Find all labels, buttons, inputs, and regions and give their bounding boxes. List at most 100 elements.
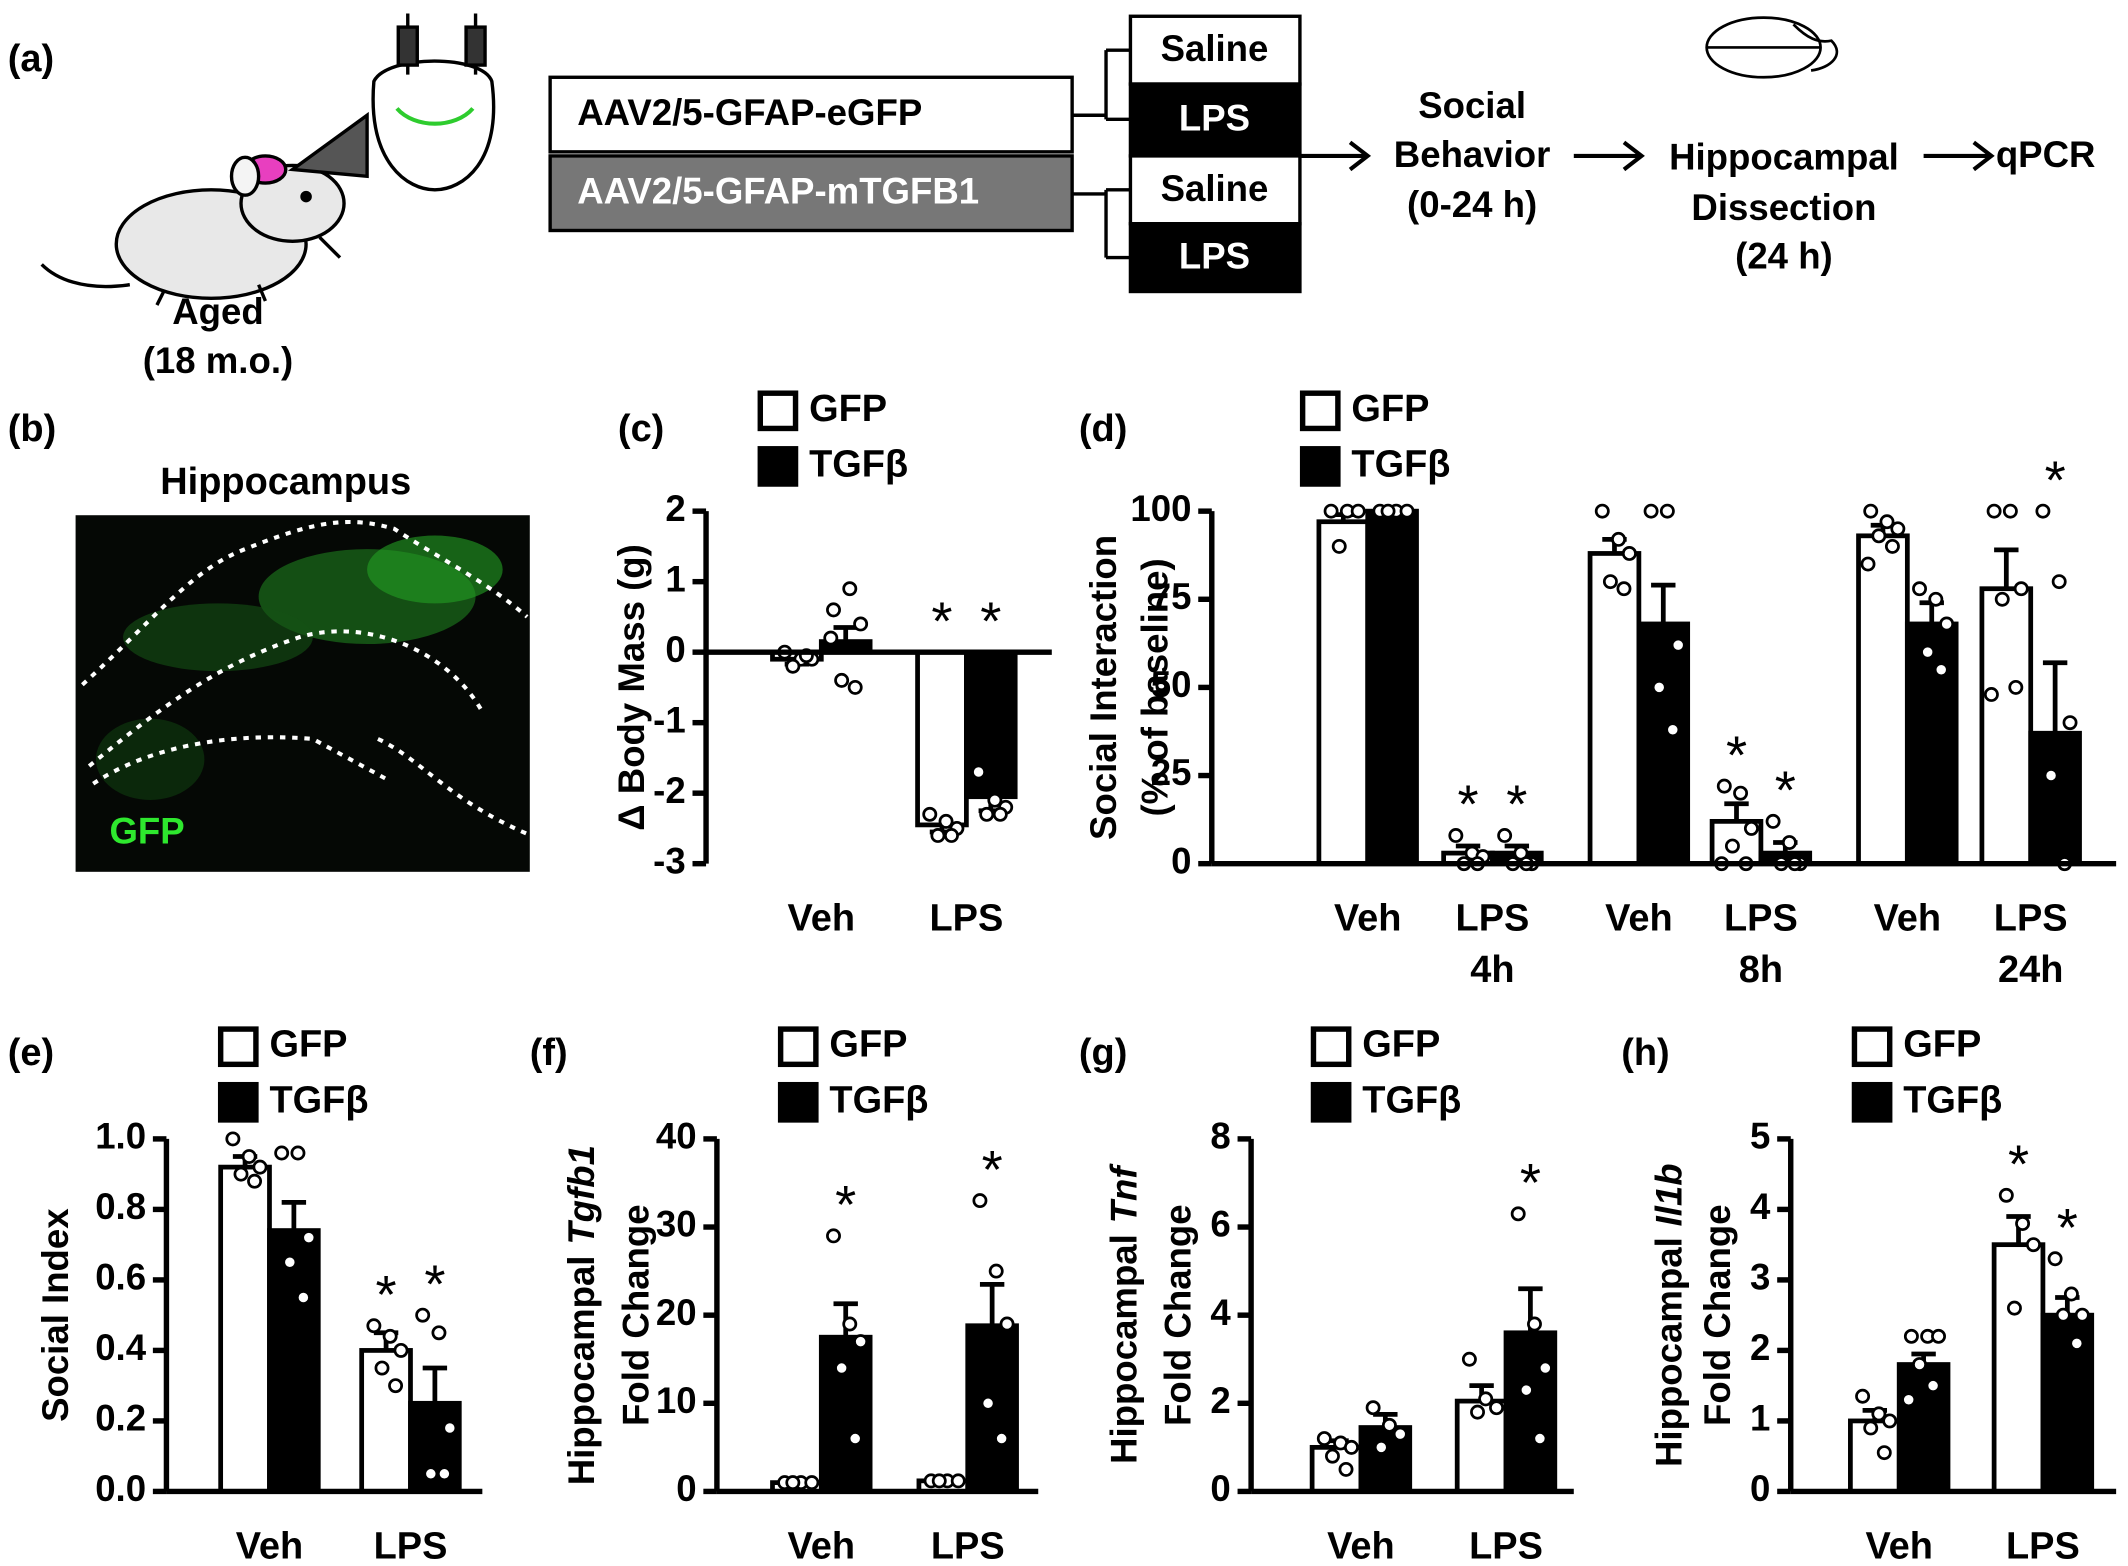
y-tick-label: 2 bbox=[1750, 1327, 1770, 1368]
y-axis-label-text: Social Index bbox=[35, 1208, 76, 1422]
step-label: Social bbox=[1418, 85, 1526, 126]
data-point bbox=[366, 1318, 382, 1334]
data-point bbox=[1537, 1360, 1553, 1376]
error-bar bbox=[833, 625, 858, 642]
y-tick-label: 20 bbox=[656, 1292, 697, 1333]
bar bbox=[1991, 1242, 2046, 1494]
legend-label: TGFβ bbox=[809, 443, 908, 485]
y-axis-label: Social Interaction bbox=[1083, 535, 1124, 840]
stain-label: GFP bbox=[109, 811, 184, 852]
data-point bbox=[1863, 1420, 1879, 1436]
data-point bbox=[847, 1431, 863, 1447]
y-tick-label: 6 bbox=[1210, 1204, 1230, 1245]
data-point bbox=[992, 806, 1008, 822]
data-point bbox=[1373, 1439, 1389, 1455]
group-label: 4h bbox=[1470, 949, 1514, 991]
panel-label: (b) bbox=[8, 408, 56, 450]
data-point bbox=[842, 581, 858, 597]
y-tick-label: 0 bbox=[676, 1468, 696, 1509]
y-axis-label: (% of baseline) bbox=[1134, 558, 1175, 816]
y-tick-label: 50 bbox=[1151, 664, 1192, 705]
x-tick-label: Veh bbox=[788, 898, 856, 940]
data-point bbox=[290, 1145, 306, 1161]
legend-swatch bbox=[757, 390, 799, 432]
data-point bbox=[1863, 503, 1879, 519]
data-point bbox=[2043, 768, 2059, 784]
significance-marker: * bbox=[2057, 1198, 2078, 1258]
legend-label: GFP bbox=[1362, 1024, 1440, 1066]
data-point bbox=[1884, 538, 1900, 554]
data-point bbox=[2062, 715, 2078, 731]
bar bbox=[218, 1164, 272, 1494]
data-point bbox=[971, 764, 987, 780]
data-point bbox=[2055, 1307, 2071, 1323]
step-label: Behavior bbox=[1394, 134, 1551, 175]
legend-swatch bbox=[217, 1026, 259, 1068]
significance-marker: * bbox=[980, 591, 1001, 651]
panel-label: (g) bbox=[1079, 1032, 1127, 1074]
data-point bbox=[436, 1466, 452, 1482]
bracket bbox=[1072, 48, 1131, 260]
treatment-label: LPS bbox=[1179, 236, 1250, 277]
data-point bbox=[826, 1228, 841, 1244]
y-axis-label: Social Index bbox=[35, 1208, 76, 1422]
panel-label: (d) bbox=[1079, 408, 1127, 450]
data-point bbox=[1933, 662, 1949, 678]
x-tick-label: Veh bbox=[788, 1525, 856, 1566]
data-point bbox=[1882, 1413, 1898, 1429]
y-axis-label-text: Hippocampal bbox=[561, 1256, 602, 1486]
data-point bbox=[1532, 1431, 1548, 1447]
vector-label: AAV2/5-GFAP-eGFP bbox=[577, 92, 922, 133]
y-tick-label: 1 bbox=[1750, 1398, 1770, 1439]
y-axis-label-text: Hippocampal bbox=[1103, 1234, 1144, 1464]
data-point bbox=[1925, 1378, 1941, 1394]
data-point bbox=[1871, 528, 1887, 544]
x-tick-label: LPS bbox=[1469, 1525, 1543, 1566]
data-point bbox=[1518, 1382, 1534, 1398]
data-point bbox=[938, 813, 954, 829]
step-label: Hippocampal bbox=[1669, 137, 1899, 178]
data-point bbox=[295, 1290, 311, 1305]
x-tick-label: Veh bbox=[236, 1525, 304, 1566]
y-axis-label-text: Δ Body Mass (g) bbox=[611, 544, 652, 831]
data-point bbox=[1343, 1439, 1359, 1455]
panel-label: (h) bbox=[1621, 1032, 1669, 1074]
data-point bbox=[301, 1230, 317, 1246]
bar bbox=[1896, 1362, 1951, 1494]
significance-marker: * bbox=[931, 591, 952, 651]
y-axis-label-text: Social Interaction bbox=[1083, 535, 1124, 840]
x-tick-label: Veh bbox=[1334, 898, 1402, 940]
data-point bbox=[1643, 503, 1659, 519]
error-bar bbox=[1651, 582, 1676, 624]
brain-icon bbox=[1705, 16, 1839, 79]
panel-label: (e) bbox=[8, 1032, 54, 1074]
step-label: (24 h) bbox=[1735, 236, 1833, 277]
data-point bbox=[1381, 1417, 1397, 1433]
legend-swatch bbox=[1851, 1026, 1893, 1068]
y-tick-label: 1 bbox=[665, 558, 685, 599]
y-axis-label: Fold Change bbox=[1697, 1204, 1738, 1426]
group-label: 24h bbox=[1998, 949, 2063, 991]
x-tick-label: LPS bbox=[931, 1525, 1005, 1566]
y-axis-label: Fold Change bbox=[615, 1204, 656, 1426]
y-tick-label: 0 bbox=[1210, 1468, 1230, 1509]
y-tick-label: 10 bbox=[656, 1380, 697, 1421]
y-tick-label: 4 bbox=[1750, 1186, 1771, 1227]
y-axis-label-gene: Il1b bbox=[1648, 1163, 1689, 1226]
y-axis-label: Hippocampal Tgfb1 bbox=[561, 1145, 602, 1485]
data-point bbox=[1659, 503, 1675, 519]
panel-label: (a) bbox=[8, 38, 54, 80]
bar bbox=[1856, 533, 1910, 867]
step-label: qPCR bbox=[1996, 134, 2096, 175]
vector-label: AAV2/5-GFAP-mTGFB1 bbox=[577, 171, 979, 212]
y-tick-label: 3 bbox=[1750, 1257, 1770, 1298]
y-tick-label: -2 bbox=[653, 770, 686, 811]
data-point bbox=[1890, 521, 1906, 537]
vector-box bbox=[548, 154, 1074, 233]
y-axis-label-text: (% of baseline) bbox=[1134, 558, 1175, 816]
panel-label: (f) bbox=[530, 1032, 568, 1074]
legend-label: GFP bbox=[1351, 388, 1429, 430]
x-tick-label: Veh bbox=[1327, 1525, 1395, 1566]
data-point bbox=[1448, 828, 1464, 843]
